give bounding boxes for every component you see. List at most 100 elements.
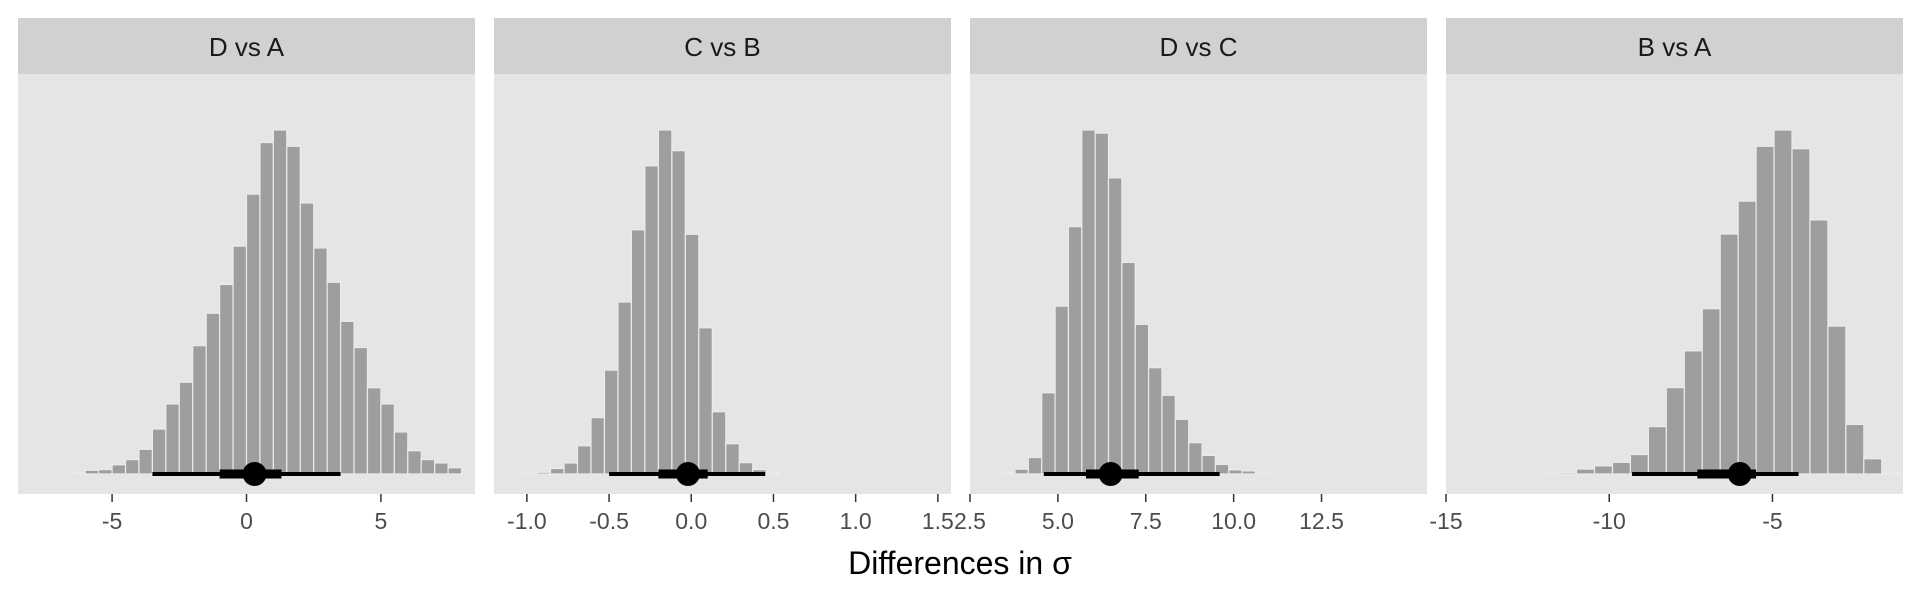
histogram-bar <box>447 467 463 475</box>
facet-strip <box>494 18 951 74</box>
histogram-bar <box>1611 461 1632 475</box>
histogram-bar <box>630 229 646 475</box>
histogram-bar <box>1241 470 1257 475</box>
facet-panel-2: C vs B -1.0 -0.5 0.0 0.5 1.0 1.5 <box>494 18 954 534</box>
histogram-bar <box>111 464 127 475</box>
histogram-bar <box>590 416 606 475</box>
facet-strip <box>1446 18 1903 74</box>
histogram-bar <box>684 233 700 475</box>
histogram-bar <box>765 472 781 475</box>
histogram-bar <box>1107 177 1123 475</box>
histogram-bar <box>1755 145 1775 475</box>
histogram-bar <box>1188 442 1203 475</box>
facet-panel-4: B vs A -15 -10 -5 <box>1429 18 1903 534</box>
histogram-bar <box>84 469 100 475</box>
histogram-bar <box>192 345 207 475</box>
panels-layer: D vs A-5 0 5C vs B-1.0 -0.5 0.0 0.5 1.0 1.5D vs… <box>18 18 1903 534</box>
histogram-bar <box>1540 472 1560 475</box>
histogram-bar <box>1214 463 1230 475</box>
histogram-bar <box>366 387 382 475</box>
histogram-bar <box>1161 394 1176 475</box>
x-tick-label: 10.0 <box>1211 508 1256 534</box>
facet-panel-3: D vs C 2.5 5.0 7.5 10.0 12.5 <box>954 18 1427 534</box>
histogram-bar <box>1863 458 1883 475</box>
histogram-bar <box>1575 468 1596 475</box>
x-tick-label: -0.5 <box>589 508 629 534</box>
histogram-bar <box>178 381 194 475</box>
facet-strip <box>18 18 475 74</box>
x-tick-label: 7.5 <box>1130 508 1162 534</box>
histogram-bar <box>151 428 167 475</box>
histogram-bar <box>353 346 369 475</box>
histogram-bar <box>272 129 288 475</box>
histogram-bar <box>232 245 248 475</box>
histogram-bar <box>1067 226 1083 475</box>
histogram-bar <box>657 129 673 475</box>
histogram-bar <box>1201 454 1216 475</box>
histogram-bar <box>98 468 113 475</box>
histogram-bar <box>1558 471 1578 475</box>
histogram-bar <box>576 445 592 475</box>
histogram-bar <box>1647 425 1667 475</box>
x-tick-label: -10 <box>1593 508 1626 534</box>
histogram-bar <box>1001 472 1016 475</box>
histogram-bar <box>1134 323 1150 475</box>
facet-title: C vs B <box>684 32 761 62</box>
x-tick-label: -1.0 <box>507 508 547 534</box>
histogram-bar <box>1094 132 1110 475</box>
histogram-bar <box>549 467 565 475</box>
facet-title: B vs A <box>1638 32 1712 62</box>
histogram-bar <box>1054 305 1070 475</box>
histogram-bar <box>1665 387 1685 475</box>
x-tick-label: 12.5 <box>1299 508 1344 534</box>
histogram-bar <box>1719 233 1739 475</box>
facet-panel-1: D vs A -5 0 5 <box>18 18 475 534</box>
histogram-bar <box>1845 423 1865 475</box>
histogram-bar <box>711 411 727 475</box>
histogram-bar <box>326 281 342 475</box>
facet-title: D vs C <box>1160 32 1238 62</box>
histogram-bar <box>1629 453 1649 475</box>
x-tick-label: 5.0 <box>1042 508 1074 534</box>
histogram-bar <box>1027 456 1043 475</box>
histogram-bar <box>644 165 659 475</box>
histogram-bar <box>339 320 355 475</box>
histogram-bar <box>1014 468 1029 475</box>
histogram-bar <box>245 193 261 475</box>
histogram-bar <box>1791 148 1811 475</box>
histogram-bar <box>1174 418 1190 475</box>
histogram-bar <box>1737 200 1757 475</box>
histogram-bar <box>617 301 633 475</box>
histogram-bar <box>299 202 315 475</box>
point-estimate <box>1727 462 1752 486</box>
histogram-bar <box>563 462 579 475</box>
histogram-bar <box>1121 261 1136 475</box>
histogram-bar <box>1081 129 1096 475</box>
point-estimate <box>242 462 267 486</box>
x-tick-label: 0.0 <box>675 508 707 534</box>
x-tick-label: 1.0 <box>840 508 872 534</box>
histogram-bar <box>393 431 409 475</box>
histogram-bar <box>420 459 436 475</box>
x-axis-title: Differences in σ <box>848 545 1072 581</box>
histogram-bar <box>165 403 180 475</box>
histogram-bar <box>71 472 86 475</box>
histogram-bar <box>138 448 154 475</box>
x-tick-label: 2.5 <box>954 508 986 534</box>
histogram-bar <box>1773 129 1793 475</box>
x-tick-label: 0.5 <box>757 508 789 534</box>
point-estimate <box>1098 462 1123 486</box>
facet-strip <box>970 18 1427 74</box>
x-tick-label: -5 <box>102 508 122 534</box>
histogram-bar <box>536 471 552 475</box>
histogram-bar <box>380 403 395 475</box>
histogram-bar <box>1809 219 1829 475</box>
histogram-bar <box>407 450 422 475</box>
histogram-bar <box>286 145 301 475</box>
histogram-bar <box>522 472 538 475</box>
x-tick-label: -15 <box>1429 508 1462 534</box>
histogram-bar <box>725 443 740 475</box>
x-tick-label: 5 <box>375 508 388 534</box>
